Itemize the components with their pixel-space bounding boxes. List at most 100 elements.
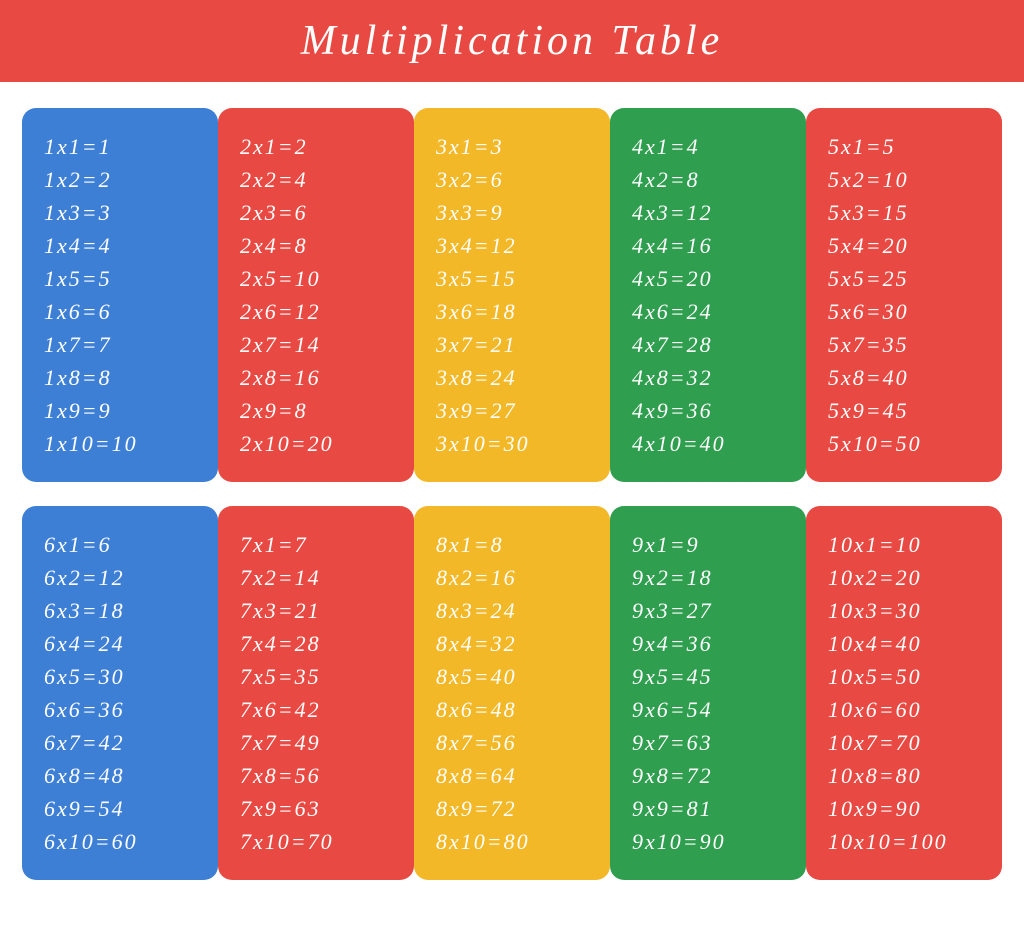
equation-line: 6x6=36 bbox=[44, 693, 218, 726]
equation-line: 7x8=56 bbox=[240, 759, 414, 792]
equation-line: 9x9=81 bbox=[632, 792, 806, 825]
times-table-panel-4: 4x1=44x2=84x3=124x4=164x5=204x6=244x7=28… bbox=[610, 108, 806, 482]
equation-line: 1x9=9 bbox=[44, 394, 218, 427]
equation-line: 5x9=45 bbox=[828, 394, 1002, 427]
equation-line: 3x4=12 bbox=[436, 229, 610, 262]
equation-line: 1x2=2 bbox=[44, 163, 218, 196]
equation-line: 1x7=7 bbox=[44, 328, 218, 361]
equation-line: 8x5=40 bbox=[436, 660, 610, 693]
equation-line: 7x1=7 bbox=[240, 528, 414, 561]
equation-line: 4x6=24 bbox=[632, 295, 806, 328]
equation-line: 3x9=27 bbox=[436, 394, 610, 427]
equation-line: 4x9=36 bbox=[632, 394, 806, 427]
equation-line: 3x3=9 bbox=[436, 196, 610, 229]
equation-line: 1x4=4 bbox=[44, 229, 218, 262]
equation-line: 9x4=36 bbox=[632, 627, 806, 660]
times-table-panel-2: 2x1=22x2=42x3=62x4=82x5=102x6=122x7=14 2x… bbox=[218, 108, 414, 482]
equation-line: 6x9=54 bbox=[44, 792, 218, 825]
equation-line: 7x7=49 bbox=[240, 726, 414, 759]
equation-line: 4x3=12 bbox=[632, 196, 806, 229]
equation-line: 8x9=72 bbox=[436, 792, 610, 825]
times-table-panel-8: 8x1=88x2=168x3=248x4=328x5=408x6=488x7=5… bbox=[414, 506, 610, 880]
equation-line: 10x9=90 bbox=[828, 792, 1002, 825]
equation-line: 8x10=80 bbox=[436, 825, 610, 858]
equation-line: 4x5=20 bbox=[632, 262, 806, 295]
equation-line: 6x2=12 bbox=[44, 561, 218, 594]
times-table-panel-3: 3x1=33x2=63x3=93x4=123x5=153x6=183x7=213… bbox=[414, 108, 610, 482]
equation-line: 6x3=18 bbox=[44, 594, 218, 627]
equation-line: 9x7=63 bbox=[632, 726, 806, 759]
times-table-panel-5: 5x1=55x2=105x3=155x4=205x5=255x6=305x7=3… bbox=[806, 108, 1002, 482]
equation-line: 6x4=24 bbox=[44, 627, 218, 660]
equation-line: 6x1=6 bbox=[44, 528, 218, 561]
equation-line: 3x5=15 bbox=[436, 262, 610, 295]
equation-line: 7x6=42 bbox=[240, 693, 414, 726]
equation-line: 7x4=28 bbox=[240, 627, 414, 660]
equation-line: 5x7=35 bbox=[828, 328, 1002, 361]
equation-line: 2x3=6 bbox=[240, 196, 414, 229]
equation-line: 7x3=21 bbox=[240, 594, 414, 627]
equation-line: 2x1=2 bbox=[240, 130, 414, 163]
equation-line: 10x10=100 bbox=[828, 825, 1002, 858]
equation-line: 6x10=60 bbox=[44, 825, 218, 858]
equation-line: 2x5=10 bbox=[240, 262, 414, 295]
times-table-panel-9: 9x1=99x2=189x3=279x4=369x5=459x6=549x7=6… bbox=[610, 506, 806, 880]
equation-line: 9x8=72 bbox=[632, 759, 806, 792]
equation-line: 3x7=21 bbox=[436, 328, 610, 361]
equation-line: 5x4=20 bbox=[828, 229, 1002, 262]
equation-line: 1x5=5 bbox=[44, 262, 218, 295]
equation-line: 3x10=30 bbox=[436, 427, 610, 460]
equation-line: 2x6=12 bbox=[240, 295, 414, 328]
equation-line: 5x2=10 bbox=[828, 163, 1002, 196]
equation-line: 6x7=42 bbox=[44, 726, 218, 759]
equation-line: 2x9=8 bbox=[240, 394, 414, 427]
equation-line: 1x6=6 bbox=[44, 295, 218, 328]
page-title: Multiplication Table bbox=[301, 17, 724, 65]
equation-line: 9x5=45 bbox=[632, 660, 806, 693]
equation-line: 5x8=40 bbox=[828, 361, 1002, 394]
equation-line: 4x7=28 bbox=[632, 328, 806, 361]
equation-line: 9x10=90 bbox=[632, 825, 806, 858]
equation-line: 2x2=4 bbox=[240, 163, 414, 196]
equation-line: 2x7=14 bbox=[240, 328, 414, 361]
equation-line: 10x8=80 bbox=[828, 759, 1002, 792]
equation-line: 10x1=10 bbox=[828, 528, 1002, 561]
equation-line: 7x10=70 bbox=[240, 825, 414, 858]
equation-line: 5x6=30 bbox=[828, 295, 1002, 328]
equation-line: 10x6=60 bbox=[828, 693, 1002, 726]
equation-line: 8x4=32 bbox=[436, 627, 610, 660]
equation-line: 1x10=10 bbox=[44, 427, 218, 460]
equation-line: 2x4=8 bbox=[240, 229, 414, 262]
equation-line: 3x8=24 bbox=[436, 361, 610, 394]
equation-line: 5x1=5 bbox=[828, 130, 1002, 163]
equation-line: 5x5=25 bbox=[828, 262, 1002, 295]
equation-line: 4x2=8 bbox=[632, 163, 806, 196]
equation-line: 8x1=8 bbox=[436, 528, 610, 561]
equation-line: 3x1=3 bbox=[436, 130, 610, 163]
times-table-panel-7: 7x1=77x2=147x3=217x4=287x5=357x6=427x7=4… bbox=[218, 506, 414, 880]
equation-line: 4x1=4 bbox=[632, 130, 806, 163]
equation-line: 8x7=56 bbox=[436, 726, 610, 759]
equation-line: 5x10=50 bbox=[828, 427, 1002, 460]
equation-line: 1x8=8 bbox=[44, 361, 218, 394]
equation-line: 8x3=24 bbox=[436, 594, 610, 627]
equation-line: 4x4=16 bbox=[632, 229, 806, 262]
equation-line: 8x2=16 bbox=[436, 561, 610, 594]
equation-line: 6x5=30 bbox=[44, 660, 218, 693]
equation-line: 10x2=20 bbox=[828, 561, 1002, 594]
equation-line: 4x10=40 bbox=[632, 427, 806, 460]
panel-row-0: 1x1=11x2=21x3=31x4=41x5=51x6=61x7=71x8=8… bbox=[22, 108, 1002, 482]
equation-line: 7x2=14 bbox=[240, 561, 414, 594]
equation-line: 9x1=9 bbox=[632, 528, 806, 561]
equation-line: 1x1=1 bbox=[44, 130, 218, 163]
equation-line: 7x5=35 bbox=[240, 660, 414, 693]
panel-row-1: 6x1=66x2=126x3=186x4=246x5=306x6=366x7=4… bbox=[22, 506, 1002, 880]
equation-line: 10x4=40 bbox=[828, 627, 1002, 660]
equation-line: 1x3=3 bbox=[44, 196, 218, 229]
equation-line: 3x6=18 bbox=[436, 295, 610, 328]
equation-line: 8x6=48 bbox=[436, 693, 610, 726]
equation-line: 10x3=30 bbox=[828, 594, 1002, 627]
times-table-panel-10: 10x1=1010x2=2010x3=3010x4=4010x5=5010x6=… bbox=[806, 506, 1002, 880]
equation-line: 9x6=54 bbox=[632, 693, 806, 726]
equation-line: 5x3=15 bbox=[828, 196, 1002, 229]
